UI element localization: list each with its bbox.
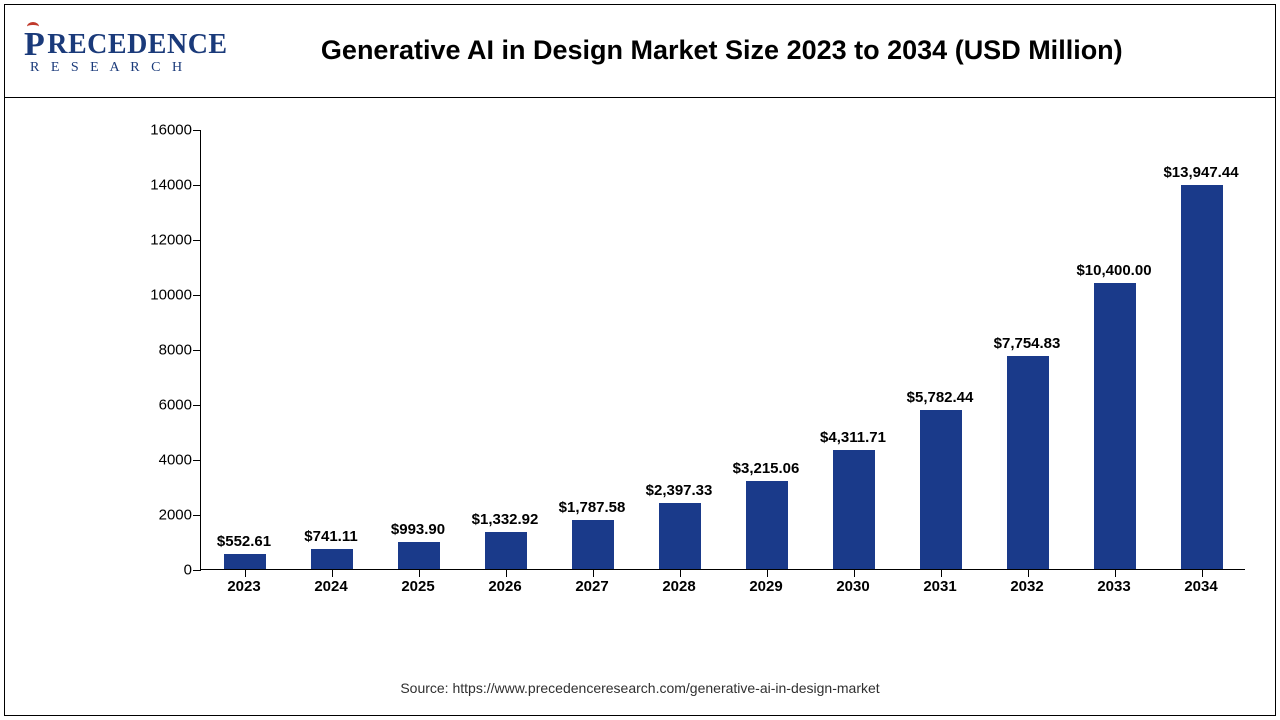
x-axis-label: 2032 [1010,578,1043,595]
y-tick [193,350,201,351]
logo-main: PRECEDENCE [24,26,228,64]
x-tick [941,569,942,577]
x-axis-label: 2026 [488,578,521,595]
x-tick [1028,569,1029,577]
y-axis-label: 0 [184,562,192,579]
x-tick [332,569,333,577]
y-axis-label: 2000 [159,507,192,524]
y-axis-label: 4000 [159,452,192,469]
x-tick [1115,569,1116,577]
y-axis-label: 12000 [150,232,192,249]
bar-value-label: $741.11 [304,528,357,545]
x-tick [1202,569,1203,577]
y-tick [193,515,201,516]
bar [398,542,440,569]
bar [311,549,353,569]
x-axis-label: 2023 [227,578,260,595]
y-axis-label: 10000 [150,287,192,304]
bar-value-label: $13,947.44 [1163,164,1238,181]
x-axis-label: 2029 [749,578,782,595]
x-tick [593,569,594,577]
x-axis-label: 2028 [662,578,695,595]
x-tick [506,569,507,577]
x-tick [854,569,855,577]
bar-value-label: $1,332.92 [472,511,539,528]
y-tick [193,460,201,461]
x-axis-label: 2027 [575,578,608,595]
bar [920,410,962,569]
y-tick [193,295,201,296]
y-axis-label: 6000 [159,397,192,414]
bar-value-label: $3,215.06 [733,460,800,477]
x-axis-label: 2025 [401,578,434,595]
bar [485,532,527,569]
bar [572,520,614,569]
bar [833,450,875,569]
source-text: Source: https://www.precedenceresearch.c… [0,680,1280,696]
y-axis-label: 14000 [150,177,192,194]
bar-value-label: $2,397.33 [646,482,713,499]
x-axis-label: 2030 [836,578,869,595]
y-tick [193,240,201,241]
x-tick [680,569,681,577]
chart-area: 0200040006000800010000120001400016000202… [150,130,1245,600]
y-axis-label: 8000 [159,342,192,359]
bar-value-label: $4,311.71 [820,429,886,446]
y-tick [193,130,201,131]
bar [224,554,266,569]
x-axis-label: 2031 [923,578,956,595]
bar [659,503,701,569]
bar [1181,185,1223,569]
logo-subtext: R E S E A R C H [30,60,186,76]
y-tick [193,405,201,406]
bar [1094,283,1136,569]
logo: PRECEDENCE R E S E A R C H [24,26,228,76]
y-tick [193,570,201,571]
x-tick [767,569,768,577]
x-tick [245,569,246,577]
y-tick [193,185,201,186]
y-axis-label: 16000 [150,122,192,139]
bar-value-label: $993.90 [391,521,445,538]
logo-text: RECEDENCE [47,29,227,61]
x-axis-label: 2034 [1184,578,1217,595]
bar [746,481,788,569]
x-axis-label: 2033 [1097,578,1130,595]
chart-title: Generative AI in Design Market Size 2023… [228,35,1276,66]
bar-value-label: $10,400.00 [1076,262,1151,279]
x-axis-label: 2024 [314,578,347,595]
bar-value-label: $7,754.83 [994,335,1061,352]
bar-value-label: $552.61 [217,533,271,550]
plot-region [200,130,1245,570]
bar-value-label: $5,782.44 [907,389,974,406]
x-tick [419,569,420,577]
header: PRECEDENCE R E S E A R C H Generative AI… [4,4,1276,98]
bar-value-label: $1,787.58 [559,499,626,516]
bar [1007,356,1049,569]
logo-p-icon: P [24,26,45,64]
